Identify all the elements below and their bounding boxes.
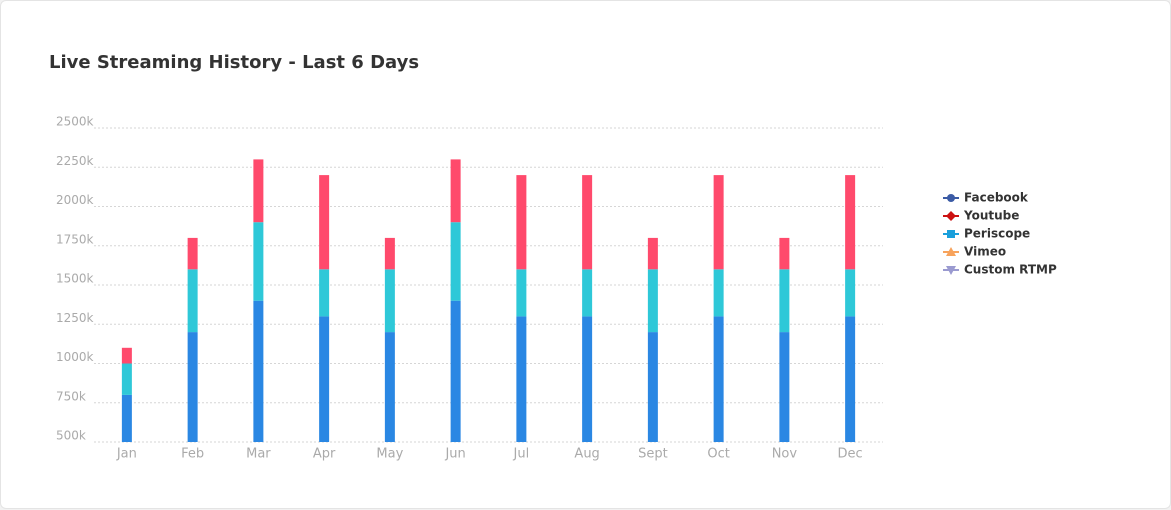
bar-segment <box>253 159 264 223</box>
x-tick-label: Jun <box>444 447 465 462</box>
x-tick-label: Sept <box>638 447 668 462</box>
chart-title: Live Streaming History - Last 6 Days <box>49 52 419 73</box>
bar-segment <box>384 269 395 333</box>
bar-segment <box>319 175 330 270</box>
bar-segment <box>187 332 198 442</box>
legend-marker <box>947 194 955 202</box>
bar-segment <box>450 222 461 301</box>
bar-segment <box>121 363 132 395</box>
x-tick-label: Jan <box>116 447 137 462</box>
y-tick-label: 2250k <box>56 154 94 168</box>
x-tick-label: Oct <box>707 447 729 462</box>
bar-segment <box>647 269 658 333</box>
bar-segment <box>713 175 724 270</box>
bar-segment <box>121 394 132 442</box>
y-tick-label: 1750k <box>56 232 94 246</box>
bar-segment <box>516 175 527 270</box>
legend-label[interactable]: Custom RTMP <box>964 263 1057 277</box>
bar-segment <box>845 316 856 442</box>
x-tick-label: Mar <box>246 447 271 462</box>
y-tick-label: 1500k <box>56 272 94 286</box>
x-tick-label: May <box>376 447 403 462</box>
legend-label[interactable]: Vimeo <box>964 245 1006 259</box>
bar-segment <box>450 300 461 442</box>
bar-segment <box>187 269 198 333</box>
y-tick-label: 1250k <box>56 311 94 325</box>
bar-segment <box>253 222 264 301</box>
bar-segment <box>779 237 790 270</box>
bar-segment <box>187 237 198 270</box>
bar-segment <box>384 237 395 270</box>
y-tick-label: 500k <box>56 429 86 443</box>
legend-marker <box>946 247 956 256</box>
x-tick-label: Jul <box>513 447 530 462</box>
legend-label[interactable]: Facebook <box>964 191 1029 205</box>
bar-segment <box>582 316 593 442</box>
x-tick-label: Feb <box>181 447 204 462</box>
legend-marker <box>947 230 955 238</box>
legend-marker <box>946 211 956 221</box>
bar-segment <box>845 269 856 317</box>
bar-segment <box>121 347 132 364</box>
bar-segment <box>845 175 856 270</box>
x-tick-label: Aug <box>574 447 599 462</box>
legend-label[interactable]: Youtube <box>963 209 1019 223</box>
bar-segment <box>779 332 790 442</box>
bar-segment <box>450 159 461 223</box>
bar-segment <box>582 175 593 270</box>
bar-segment <box>647 332 658 442</box>
legend-label[interactable]: Periscope <box>964 227 1030 241</box>
y-tick-label: 1000k <box>56 350 94 364</box>
legend-marker <box>946 266 956 275</box>
bar-segment <box>516 316 527 442</box>
bar-segment <box>582 269 593 317</box>
bar-segment <box>516 269 527 317</box>
x-tick-label: Dec <box>838 447 863 462</box>
bar-segment <box>384 332 395 442</box>
y-tick-label: 750k <box>56 389 86 403</box>
x-tick-label: Nov <box>772 447 798 462</box>
y-tick-label: 2500k <box>56 115 94 129</box>
bar-segment <box>319 316 330 442</box>
bar-segment <box>779 269 790 333</box>
bar-segment <box>647 237 658 270</box>
y-tick-label: 2000k <box>56 193 94 207</box>
x-tick-label: Apr <box>313 447 336 462</box>
bar-segment <box>253 300 264 442</box>
bar-segment <box>319 269 330 317</box>
bar-segment <box>713 316 724 442</box>
bar-segment <box>713 269 724 317</box>
